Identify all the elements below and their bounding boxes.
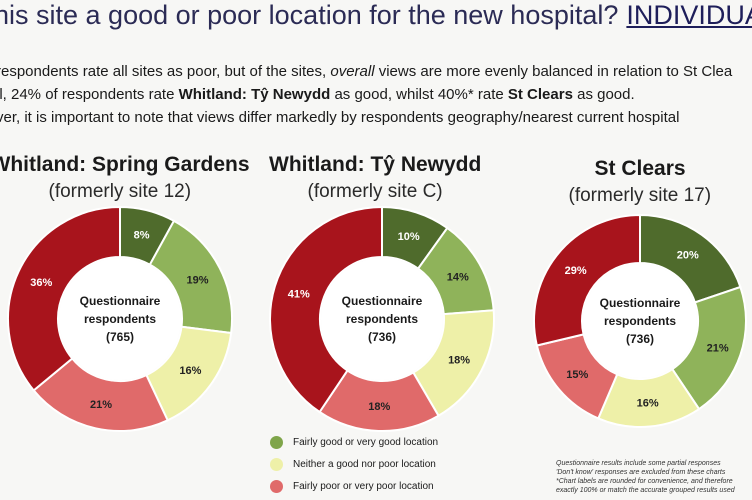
center-label: (736) [626,332,654,346]
bullet-text: Whitland: Tŷ Newydd [178,86,331,103]
summary-bullets: respondents rate all sites as poor, but … [0,60,732,129]
slice-label: 10% [398,231,420,243]
donut-hole [583,264,697,378]
footnote: Questionnaire results include some parti… [556,459,735,495]
chart-title: St Clears [594,157,686,180]
chart-subtitle: (formerly site 17) [568,185,712,206]
chart-subtitle: (formerly site C) [307,181,443,202]
slice-label: 18% [448,354,470,366]
legend-label: Fairly poor or very poor location [293,481,434,492]
center-label: Questionnaire [342,294,423,308]
donut-hole [59,258,181,380]
donut-slice [533,213,641,347]
slice-label: 8% [134,230,150,242]
center-label: respondents [84,312,156,326]
slice-label: 29% [565,265,587,277]
chart-title: Whitland: Tŷ Newydd [269,153,482,176]
legend-swatch [270,436,283,449]
center-label: respondents [604,314,676,328]
bullet-text: as good. [572,86,635,103]
slice-label: 15% [566,369,588,381]
donut-slice [670,285,747,411]
slice-label: 21% [90,399,112,411]
slice-label: 16% [179,365,201,377]
legend-item: Fairly poor or very poor location [270,480,434,493]
legend-item: Neither a good nor poor location [270,458,436,471]
bullet-line: ver, it is important to note that views … [0,106,732,129]
donut-hole [321,258,443,380]
donut-slice [7,205,121,392]
bullet-text: as good, whilst 40%* rate [330,86,508,103]
center-label: (736) [368,330,396,344]
slice-label: 21% [707,342,729,354]
center-label: Questionnaire [80,294,161,308]
center-label: (765) [106,330,134,344]
center-label: Questionnaire [600,296,681,310]
legend-item: Fairly good or very good location [270,436,438,449]
bullet-text: St Clears [507,86,573,103]
bullet-text: ver, it is important to note that views … [0,109,680,126]
legend-swatch [270,480,283,493]
slice-label: 36% [30,277,52,289]
footnote-line: 'Don't know' responses are excluded from… [556,469,726,476]
chart-subtitle: (formerly site 12) [48,181,192,202]
slice-label: 14% [447,271,469,283]
slice-label: 20% [677,249,699,261]
bullet-text: views are more evenly balanced in relati… [374,63,733,80]
page-title: his site a good or poor location for the… [0,0,752,31]
bullet-text: respondents rate all sites as poor, but … [0,63,331,80]
slice-label: 18% [368,401,390,413]
slice-label: 41% [288,289,310,301]
bullet-text: overall [330,63,375,80]
slice-label: 16% [637,398,659,410]
legend-swatch [270,458,283,471]
footnote-line: Questionnaire results include some parti… [556,460,721,467]
footnote-line: *Chart labels are rounded for convenienc… [556,478,733,485]
bullet-line: ll, 24% of respondents rate Whitland: Tŷ… [0,83,732,106]
center-label: respondents [346,312,418,326]
title-emphasis: INDIVIDUA [626,0,752,30]
title-main: his site a good or poor location for the… [0,0,619,30]
slice-label: 19% [187,275,209,287]
footnote-line: exactly 100% or match the accurate group… [556,487,735,494]
legend-label: Neither a good nor poor location [293,459,436,470]
legend-label: Fairly good or very good location [293,437,439,448]
bullet-line: respondents rate all sites as poor, but … [0,60,732,83]
bullet-text: ll, 24% of respondents rate [0,86,179,103]
donut-slice [269,205,383,414]
chart-title: Whitland: Spring Gardens [0,153,250,176]
